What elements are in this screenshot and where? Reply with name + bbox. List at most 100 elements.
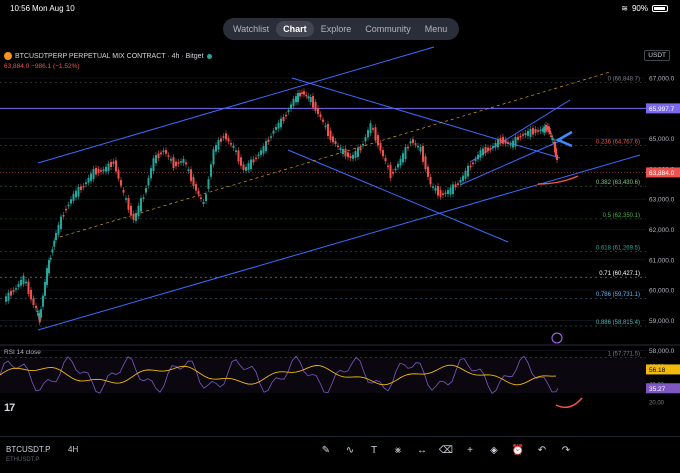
rsi-label[interactable]: RSI 14 close bbox=[4, 349, 41, 356]
rsi-ma-value: 56.18 bbox=[649, 367, 666, 374]
candle-body bbox=[237, 150, 240, 162]
candle-body bbox=[457, 183, 459, 185]
candle-body bbox=[384, 157, 387, 162]
candle-body bbox=[307, 96, 310, 99]
candle-body bbox=[75, 190, 77, 198]
candle-body bbox=[392, 171, 394, 174]
fib-level-label: 1 (57,771.5) bbox=[608, 352, 640, 358]
candle-body bbox=[499, 138, 502, 143]
symbol-selector[interactable]: BTCUSDT.P bbox=[6, 445, 51, 454]
candle-body bbox=[17, 284, 20, 287]
candle-body bbox=[200, 197, 202, 199]
candle-body bbox=[548, 126, 550, 133]
candle-body bbox=[102, 169, 105, 172]
candle-body bbox=[202, 202, 205, 204]
candle-body bbox=[297, 93, 299, 102]
channel-lower-line bbox=[37, 154, 641, 331]
candle-body bbox=[427, 166, 429, 177]
candle-body bbox=[177, 162, 180, 164]
tab-explore[interactable]: Explore bbox=[320, 24, 352, 34]
candle-body bbox=[472, 162, 474, 165]
candle-body bbox=[212, 149, 215, 165]
ruler-icon[interactable]: ↔ bbox=[417, 444, 427, 456]
currency-selector[interactable]: USDT bbox=[644, 50, 670, 61]
undo-icon[interactable]: ↶ bbox=[537, 444, 547, 456]
candle-body bbox=[25, 281, 27, 284]
symbol-title: BTCUSDTPERP PERPETUAL MIX CONTRACT · 4h … bbox=[15, 52, 204, 60]
candle-body bbox=[504, 139, 507, 144]
candle-body bbox=[542, 128, 544, 132]
candle-body bbox=[287, 110, 290, 112]
candle-body bbox=[77, 187, 80, 197]
tradingview-logo: 17 bbox=[4, 402, 15, 414]
candle-body bbox=[55, 233, 57, 240]
status-right: ≋ 90% bbox=[621, 4, 668, 13]
candle-body bbox=[122, 189, 125, 193]
candle-body bbox=[62, 215, 65, 217]
tab-watchlist[interactable]: Watchlist bbox=[233, 24, 270, 34]
candle-body bbox=[270, 136, 272, 138]
alarm-icon[interactable]: ⏰ bbox=[511, 444, 525, 456]
candle-body bbox=[220, 138, 222, 142]
channel-upper-line bbox=[37, 46, 435, 164]
candle-body bbox=[205, 194, 207, 201]
pencil-icon[interactable]: ✎ bbox=[321, 444, 331, 456]
rsi-curve-annotation bbox=[555, 397, 583, 409]
candle-body bbox=[449, 187, 452, 195]
candle-body bbox=[15, 288, 17, 290]
candle-body bbox=[545, 125, 547, 132]
candle-body bbox=[292, 98, 295, 107]
plus-icon[interactable]: + bbox=[467, 444, 473, 456]
tab-chart[interactable]: Chart bbox=[276, 21, 314, 37]
drawing-tools: ✎ ∿ T ⨳ ↔ ⌫ + ◈ ⏰ ↶ ↷ bbox=[318, 442, 574, 458]
candle-body bbox=[479, 150, 482, 158]
candle-body bbox=[543, 126, 546, 133]
curve-icon[interactable]: ∿ bbox=[345, 444, 355, 456]
fib-level-label: 0 (66,848.7) bbox=[608, 77, 640, 83]
tab-menu[interactable]: Menu bbox=[424, 24, 448, 34]
candle-body bbox=[155, 155, 157, 164]
candle-body bbox=[150, 168, 152, 179]
candle-body bbox=[537, 130, 539, 132]
candle-body bbox=[369, 123, 372, 134]
candle-body bbox=[329, 130, 332, 140]
candle-body bbox=[190, 169, 192, 182]
candle-body bbox=[235, 150, 237, 152]
candle-body bbox=[53, 240, 56, 247]
candle-body bbox=[319, 114, 322, 118]
price-tick-label: 62,000.0 bbox=[649, 227, 675, 234]
current-price-tag bbox=[646, 167, 680, 178]
price-tick-label: 58,000.0 bbox=[649, 348, 675, 355]
redo-icon[interactable]: ↷ bbox=[561, 444, 571, 456]
candle-body bbox=[554, 141, 556, 153]
candle-body bbox=[48, 260, 50, 274]
symbol-header[interactable]: BTCUSDTPERP PERPETUAL MIX CONTRACT · 4h … bbox=[4, 52, 212, 60]
candle-body bbox=[439, 190, 442, 197]
pattern-icon[interactable]: ⨳ bbox=[394, 444, 402, 456]
tab-community[interactable]: Community bbox=[365, 24, 411, 34]
candle-body bbox=[417, 145, 419, 148]
price-chart[interactable]: 67,000.066,000.065,000.064,000.063,000.0… bbox=[0, 46, 680, 426]
candle-body bbox=[195, 184, 197, 191]
candle-body bbox=[462, 175, 464, 181]
candle-body bbox=[285, 114, 287, 117]
trash-icon[interactable]: ⌫ bbox=[438, 444, 454, 456]
candle-body bbox=[334, 141, 337, 144]
battery-icon bbox=[652, 5, 668, 12]
candle-body bbox=[222, 136, 225, 138]
candle-body bbox=[487, 147, 489, 151]
candle-body bbox=[40, 309, 42, 318]
level-price-tag bbox=[646, 103, 680, 114]
layers-icon[interactable]: ◈ bbox=[490, 444, 498, 456]
interval-selector[interactable]: 4H bbox=[68, 445, 79, 454]
candle-body bbox=[527, 130, 529, 136]
candle-body bbox=[412, 139, 414, 144]
candle-body bbox=[227, 138, 230, 142]
text-icon[interactable]: T bbox=[370, 444, 378, 456]
candle-body bbox=[117, 170, 120, 179]
candle-body bbox=[232, 145, 235, 148]
candle-body bbox=[519, 135, 522, 138]
candle-body bbox=[546, 126, 549, 130]
rsi-line bbox=[0, 355, 559, 394]
candle-body bbox=[469, 165, 472, 168]
